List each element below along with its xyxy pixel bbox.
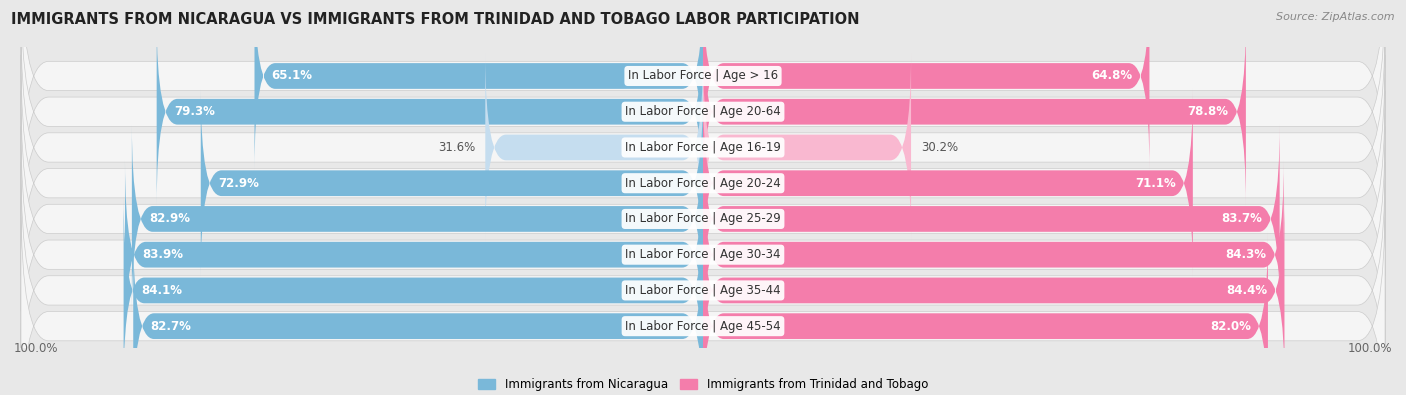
Text: 64.8%: 64.8% bbox=[1091, 70, 1132, 83]
Text: In Labor Force | Age 16-19: In Labor Force | Age 16-19 bbox=[626, 141, 780, 154]
Text: 84.4%: 84.4% bbox=[1226, 284, 1267, 297]
Text: In Labor Force | Age 45-54: In Labor Force | Age 45-54 bbox=[626, 320, 780, 333]
Text: 100.0%: 100.0% bbox=[14, 342, 59, 355]
FancyBboxPatch shape bbox=[21, 162, 1385, 395]
FancyBboxPatch shape bbox=[703, 0, 1150, 170]
Text: In Labor Force | Age 30-34: In Labor Force | Age 30-34 bbox=[626, 248, 780, 261]
Text: 82.7%: 82.7% bbox=[150, 320, 191, 333]
FancyBboxPatch shape bbox=[703, 53, 911, 242]
Text: In Labor Force | Age > 16: In Labor Force | Age > 16 bbox=[628, 70, 778, 83]
Text: 84.1%: 84.1% bbox=[141, 284, 181, 297]
Text: IMMIGRANTS FROM NICARAGUA VS IMMIGRANTS FROM TRINIDAD AND TOBAGO LABOR PARTICIPA: IMMIGRANTS FROM NICARAGUA VS IMMIGRANTS … bbox=[11, 12, 859, 27]
Text: 30.2%: 30.2% bbox=[921, 141, 959, 154]
FancyBboxPatch shape bbox=[703, 17, 1246, 206]
Legend: Immigrants from Nicaragua, Immigrants from Trinidad and Tobago: Immigrants from Nicaragua, Immigrants fr… bbox=[472, 373, 934, 395]
FancyBboxPatch shape bbox=[21, 0, 1385, 204]
FancyBboxPatch shape bbox=[703, 124, 1279, 313]
Text: 78.8%: 78.8% bbox=[1188, 105, 1229, 118]
FancyBboxPatch shape bbox=[201, 89, 703, 278]
FancyBboxPatch shape bbox=[703, 196, 1285, 385]
FancyBboxPatch shape bbox=[21, 0, 1385, 240]
Text: In Labor Force | Age 20-64: In Labor Force | Age 20-64 bbox=[626, 105, 780, 118]
Text: 72.9%: 72.9% bbox=[218, 177, 259, 190]
Text: 100.0%: 100.0% bbox=[1347, 342, 1392, 355]
FancyBboxPatch shape bbox=[134, 232, 703, 395]
FancyBboxPatch shape bbox=[125, 160, 703, 349]
Text: 83.7%: 83.7% bbox=[1222, 213, 1263, 226]
FancyBboxPatch shape bbox=[124, 196, 703, 385]
Text: In Labor Force | Age 25-29: In Labor Force | Age 25-29 bbox=[626, 213, 780, 226]
FancyBboxPatch shape bbox=[254, 0, 703, 170]
Text: 79.3%: 79.3% bbox=[174, 105, 215, 118]
Text: 31.6%: 31.6% bbox=[437, 141, 475, 154]
FancyBboxPatch shape bbox=[21, 126, 1385, 383]
Text: 65.1%: 65.1% bbox=[271, 70, 312, 83]
FancyBboxPatch shape bbox=[21, 90, 1385, 347]
FancyBboxPatch shape bbox=[21, 19, 1385, 276]
Text: 83.9%: 83.9% bbox=[142, 248, 183, 261]
Text: 71.1%: 71.1% bbox=[1135, 177, 1175, 190]
FancyBboxPatch shape bbox=[21, 55, 1385, 312]
FancyBboxPatch shape bbox=[21, 198, 1385, 395]
Text: 82.9%: 82.9% bbox=[149, 213, 190, 226]
FancyBboxPatch shape bbox=[703, 160, 1284, 349]
FancyBboxPatch shape bbox=[156, 17, 703, 206]
Text: 82.0%: 82.0% bbox=[1209, 320, 1251, 333]
Text: In Labor Force | Age 35-44: In Labor Force | Age 35-44 bbox=[626, 284, 780, 297]
FancyBboxPatch shape bbox=[485, 53, 703, 242]
FancyBboxPatch shape bbox=[703, 89, 1192, 278]
Text: 84.3%: 84.3% bbox=[1226, 248, 1267, 261]
Text: In Labor Force | Age 20-24: In Labor Force | Age 20-24 bbox=[626, 177, 780, 190]
FancyBboxPatch shape bbox=[703, 232, 1268, 395]
FancyBboxPatch shape bbox=[132, 124, 703, 313]
Text: Source: ZipAtlas.com: Source: ZipAtlas.com bbox=[1277, 12, 1395, 22]
